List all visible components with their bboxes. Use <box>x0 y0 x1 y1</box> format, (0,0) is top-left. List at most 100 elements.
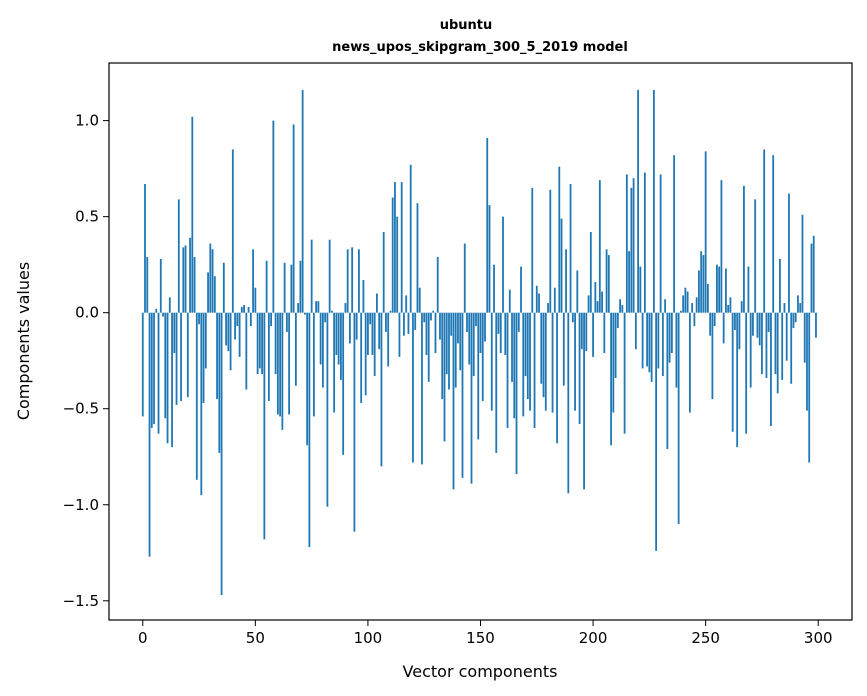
x-tick-label: 50 <box>246 629 265 647</box>
bar <box>556 312 558 444</box>
bar <box>700 251 703 313</box>
bar <box>261 312 263 375</box>
plot-frame <box>108 62 853 621</box>
bar <box>698 270 700 313</box>
bar <box>670 312 673 354</box>
bar <box>400 182 403 313</box>
bar <box>427 312 430 382</box>
bar <box>659 174 662 313</box>
bar <box>808 312 811 463</box>
bar <box>236 312 239 327</box>
bar <box>148 312 151 557</box>
bar <box>679 310 682 313</box>
bar <box>448 312 450 390</box>
bar <box>472 312 475 377</box>
bar <box>146 256 149 313</box>
bar <box>713 312 716 327</box>
bar <box>153 312 155 425</box>
bar <box>725 268 727 313</box>
bar <box>526 312 529 400</box>
bar <box>412 312 414 463</box>
bar <box>225 312 227 346</box>
x-axis-label: Vector components <box>403 662 558 681</box>
bar <box>517 312 520 332</box>
bar <box>285 312 288 332</box>
bar <box>729 297 732 313</box>
bar <box>342 312 345 455</box>
bar <box>276 312 279 415</box>
bar <box>346 249 349 313</box>
y-tick-label: 0.0 <box>75 304 99 322</box>
bar <box>513 312 516 419</box>
bar <box>213 276 216 313</box>
bar <box>598 180 601 313</box>
bar <box>731 312 734 432</box>
bar <box>193 256 196 313</box>
bar <box>508 289 511 313</box>
bar <box>621 305 624 313</box>
bar <box>141 312 144 417</box>
bar <box>605 249 608 313</box>
bar <box>603 312 606 354</box>
bar <box>166 312 169 444</box>
bar <box>294 312 297 386</box>
chart-title-line-1: ubuntu <box>440 18 493 33</box>
bar <box>319 312 322 365</box>
bar <box>495 312 498 453</box>
bar <box>610 312 612 446</box>
bar <box>177 199 180 313</box>
bar <box>569 184 572 313</box>
bar <box>358 249 360 313</box>
bar <box>211 249 214 313</box>
bar <box>691 303 694 313</box>
bar <box>540 312 543 384</box>
bar <box>247 306 250 313</box>
bar <box>331 310 333 313</box>
bar <box>745 312 748 434</box>
bar <box>535 285 538 313</box>
bar <box>794 312 797 323</box>
bar <box>252 249 254 313</box>
bar <box>162 312 164 317</box>
bar <box>265 260 268 313</box>
bar <box>515 312 518 475</box>
bar <box>398 312 401 357</box>
bar <box>499 312 502 354</box>
bar <box>407 312 410 334</box>
bar <box>387 312 390 367</box>
bar <box>779 258 781 313</box>
bar <box>704 151 707 313</box>
bar <box>254 287 257 313</box>
bar <box>405 295 408 313</box>
bar <box>371 312 374 355</box>
bar <box>360 312 363 403</box>
bar <box>655 312 658 551</box>
bar <box>200 312 203 496</box>
bar <box>337 312 340 365</box>
bar <box>382 232 385 313</box>
bar <box>630 187 633 313</box>
bar <box>668 312 671 363</box>
bar <box>488 205 491 313</box>
bar <box>783 303 786 313</box>
bar <box>292 124 295 313</box>
y-tick-label: 0.5 <box>75 208 99 226</box>
bar <box>409 164 412 313</box>
bar <box>553 287 556 313</box>
bar <box>288 312 291 415</box>
bar <box>484 312 486 342</box>
bar <box>466 312 468 332</box>
bar <box>272 120 275 313</box>
bar <box>707 283 709 313</box>
bar <box>222 262 225 313</box>
bar <box>803 312 806 363</box>
bar <box>493 264 495 313</box>
x-tick-label: 250 <box>691 629 720 647</box>
bar <box>641 312 644 369</box>
bar <box>445 312 448 375</box>
bar <box>718 266 721 313</box>
bar <box>576 270 579 313</box>
bar <box>583 312 585 490</box>
bar <box>423 312 426 323</box>
bar <box>709 312 712 336</box>
